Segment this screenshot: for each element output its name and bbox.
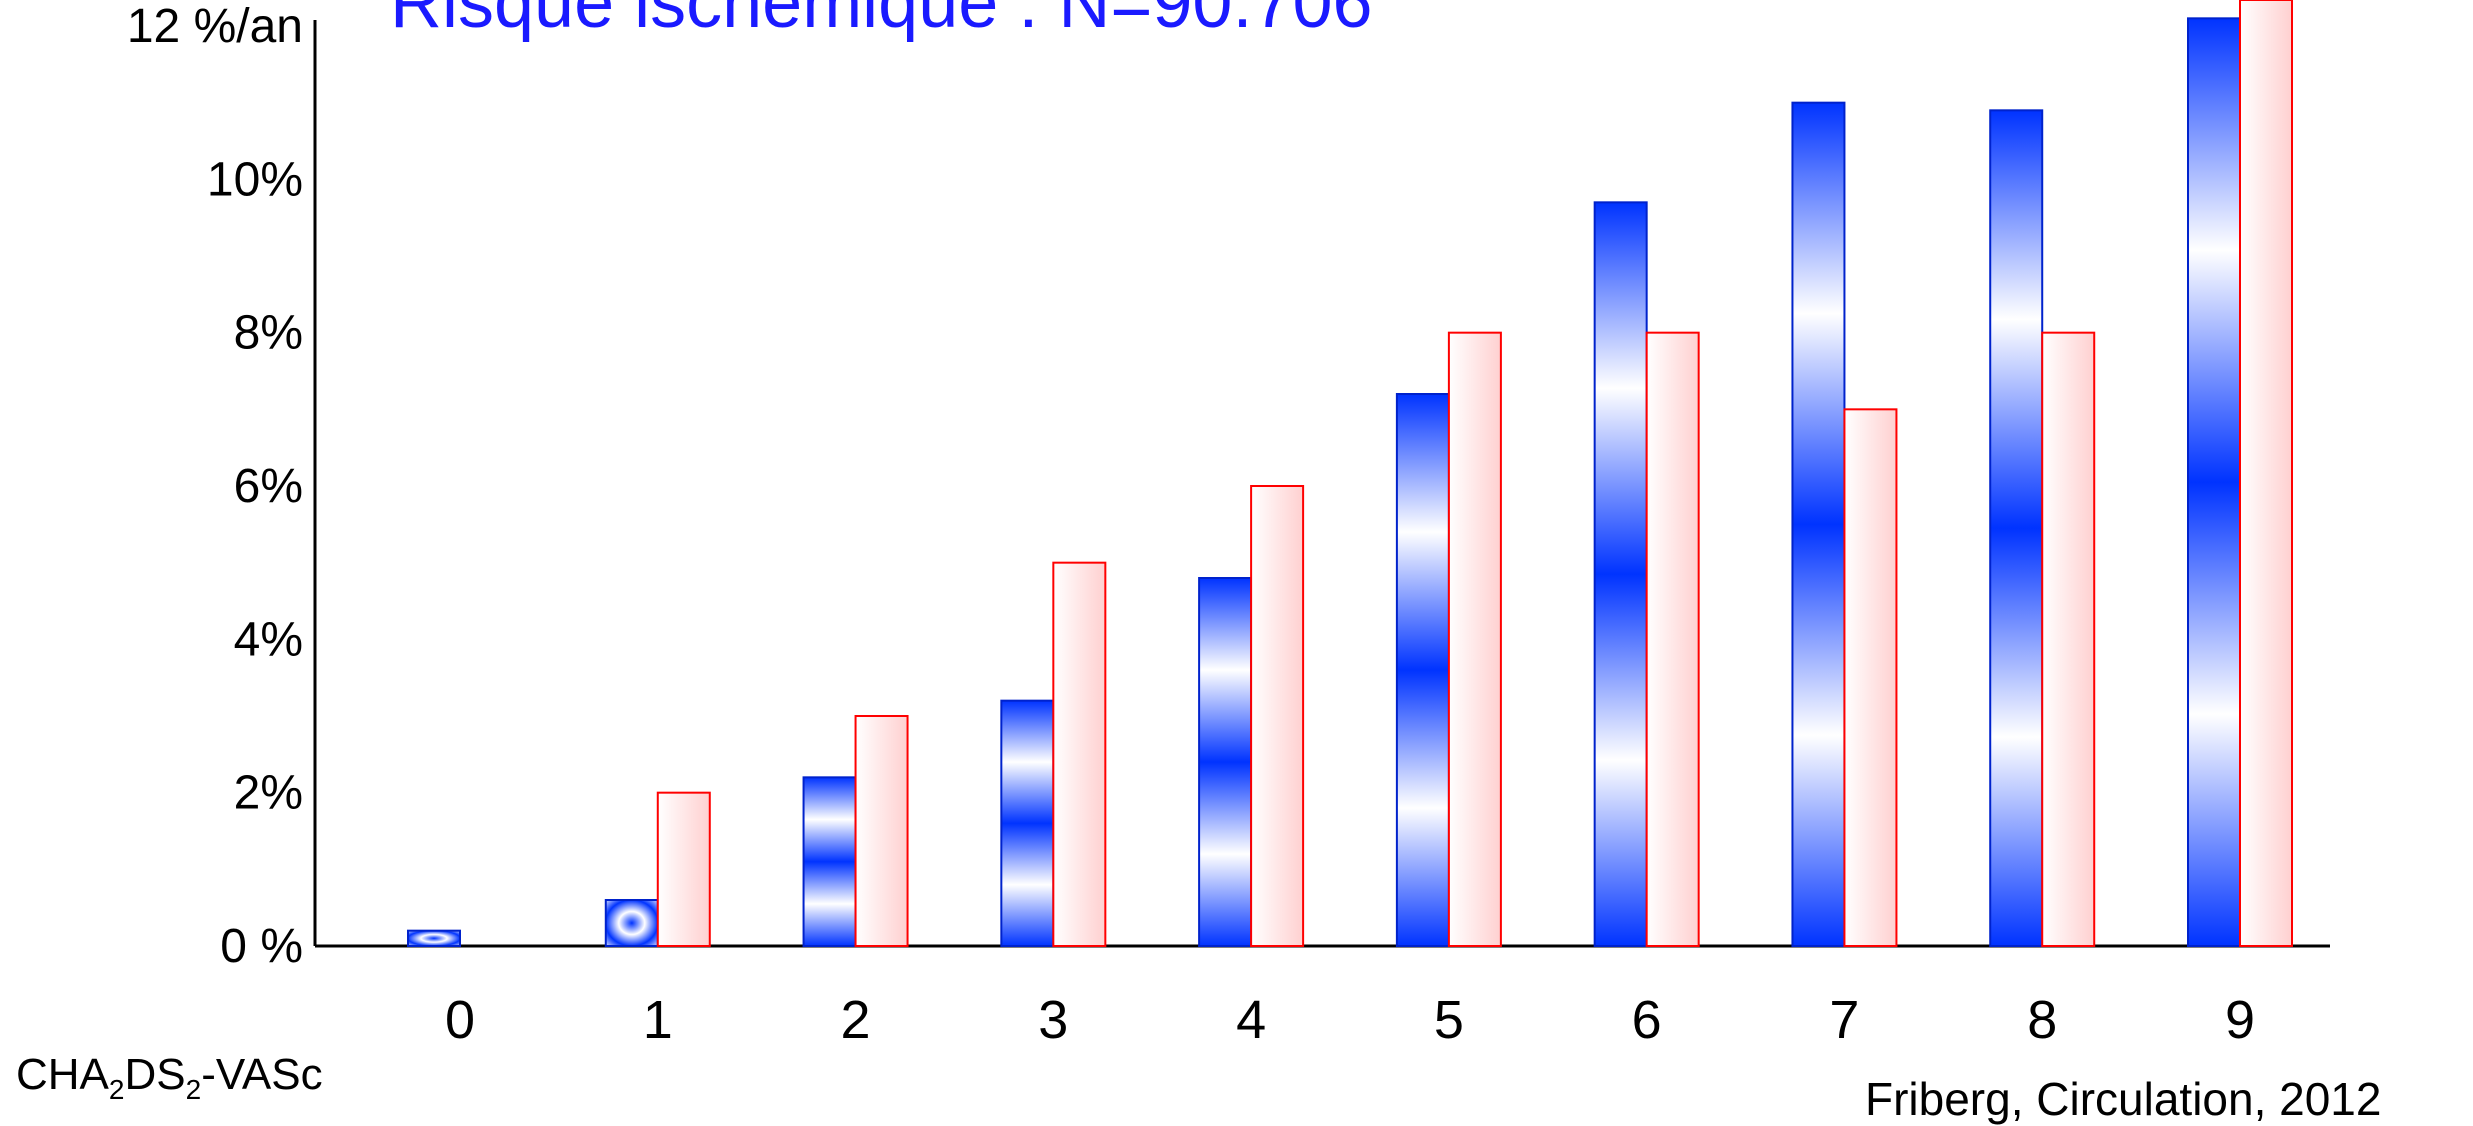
- y-tick-label: 8%: [234, 307, 303, 360]
- bar-red-7: [1843, 408, 1898, 948]
- x-tick-label: 3: [1038, 990, 1068, 1050]
- y-tick-label: 6%: [234, 460, 303, 513]
- x-axis-title-sub-1: 2: [108, 1073, 125, 1105]
- x-tick-label: 0: [445, 990, 475, 1050]
- bar-blue-8: [1989, 109, 2044, 948]
- x-tick-label: 6: [1632, 990, 1662, 1050]
- x-tick-label: 4: [1236, 990, 1266, 1050]
- bar-red-9: [2239, 0, 2293, 947]
- bar-red-6: [1645, 331, 1700, 947]
- bar-red-4: [1250, 485, 1305, 947]
- x-tick-label: 1: [643, 990, 673, 1050]
- bar-red-5: [1447, 331, 1502, 947]
- x-tick-label: 9: [2225, 990, 2255, 1050]
- x-tick-label: 5: [1434, 990, 1464, 1050]
- x-axis-title: CHA2DS2-VASc: [16, 1050, 323, 1106]
- x-axis-title-part-1: CHA: [16, 1050, 109, 1099]
- bar-blue-1: [604, 899, 659, 947]
- bar-blue-5: [1395, 393, 1450, 947]
- bar-blue-9: [2187, 17, 2241, 948]
- bar-red-8: [2041, 331, 2096, 947]
- x-tick-label: 2: [841, 990, 871, 1050]
- x-tick-label: 7: [1829, 990, 1859, 1050]
- source-citation: Friberg, Circulation, 2012: [1865, 1073, 2382, 1125]
- bar-red-3: [1052, 561, 1107, 948]
- chart-title: Risque ischémique : N=90.706: [390, 0, 1373, 43]
- bar-blue-2: [802, 776, 857, 947]
- y-tick-label: 10%: [207, 153, 303, 206]
- x-tick-label: 8: [2027, 990, 2057, 1050]
- x-axis-title-part-2: DS: [124, 1050, 186, 1099]
- y-tick-label: 0 %: [220, 920, 303, 973]
- bar-blue-4: [1198, 577, 1253, 947]
- bar-blue-6: [1593, 201, 1648, 948]
- bar-blue-0: [407, 929, 461, 948]
- bar-red-1: [656, 791, 711, 948]
- bar-blue-7: [1791, 101, 1846, 947]
- y-tick-label: 2%: [234, 767, 303, 820]
- bar-red-2: [854, 715, 909, 947]
- y-tick-label: 12 %/an: [127, 0, 303, 53]
- x-axis-title-part-3: -VASc: [201, 1050, 323, 1099]
- y-tick-label: 4%: [234, 613, 303, 666]
- bar-blue-3: [1000, 699, 1055, 948]
- x-axis-title-sub-2: 2: [185, 1073, 202, 1105]
